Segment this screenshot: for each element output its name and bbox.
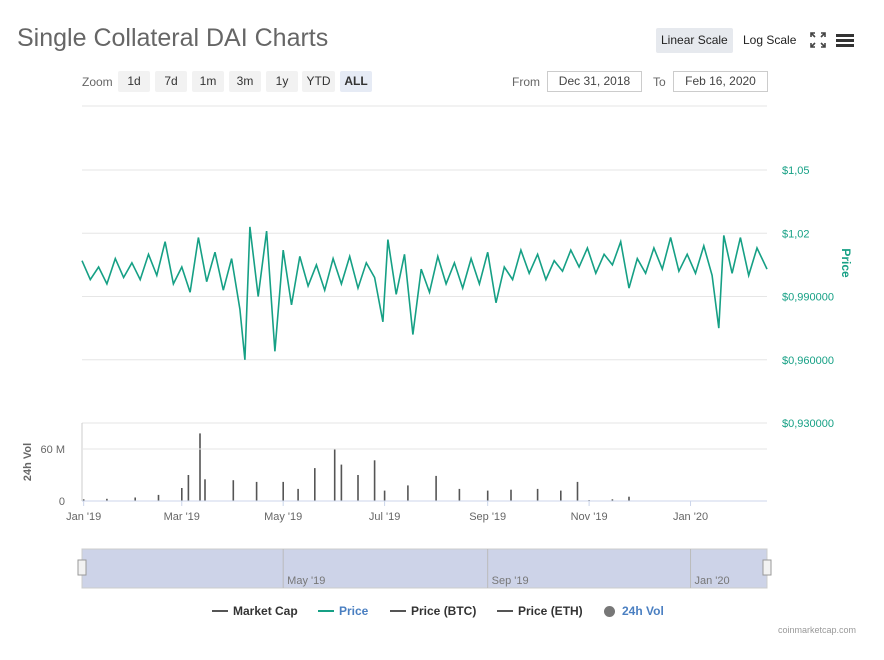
- from-label: From: [512, 75, 540, 89]
- price-tick-label: $0,930000: [782, 418, 834, 430]
- volume-bar: [199, 433, 201, 501]
- zoom-ytd-button[interactable]: YTD: [302, 71, 335, 92]
- x-tick-label: Jan '19: [66, 511, 101, 523]
- x-tick-label: Jul '19: [369, 511, 400, 523]
- volume-bar: [435, 475, 437, 501]
- to-label: To: [653, 75, 666, 89]
- volume-bar: [407, 485, 409, 501]
- volume-bar: [204, 479, 206, 501]
- legend-price-btc-symbol: [390, 610, 406, 612]
- x-tick-label: Sep '19: [469, 511, 506, 523]
- log-scale-button[interactable]: Log Scale: [743, 33, 797, 47]
- navigator-selection[interactable]: [81, 548, 768, 589]
- price-tick-label: $0,990000: [782, 292, 834, 304]
- legend-24h-vol[interactable]: 24h Vol: [604, 604, 664, 618]
- volume-bar: [357, 475, 359, 501]
- navigator-left-handle[interactable]: [77, 559, 87, 576]
- zoom-7d-button[interactable]: 7d: [155, 71, 187, 92]
- from-date-input[interactable]: [547, 71, 642, 92]
- volume-bar: [340, 464, 343, 501]
- credit-link[interactable]: coinmarketcap.com: [777, 625, 856, 635]
- price-gridlines: [82, 105, 767, 424]
- volume-bar: [373, 460, 376, 501]
- navigator-tick-label: Jan '20: [695, 575, 730, 587]
- zoom-1y-button[interactable]: 1y: [266, 71, 298, 92]
- legend-market-cap-symbol: [212, 610, 228, 612]
- legend-24h-vol-label: 24h Vol: [622, 604, 664, 618]
- legend-market-cap-label: Market Cap: [233, 604, 298, 618]
- volume-bar: [134, 497, 136, 501]
- price-series-line: [81, 226, 768, 360]
- to-date-input[interactable]: [673, 71, 768, 92]
- volume-bars: [82, 433, 630, 501]
- legend-market-cap[interactable]: Market Cap: [212, 604, 298, 618]
- x-tick-label: May '19: [264, 511, 302, 523]
- legend-price-btc-label: Price (BTC): [411, 604, 477, 618]
- volume-bar: [383, 490, 386, 501]
- legend-price-eth[interactable]: Price (ETH): [497, 604, 583, 618]
- volume-tick-label: 60 M: [41, 444, 65, 456]
- navigator-tick-label: May '19: [287, 575, 325, 587]
- price-axis: $1,05 $1,02 $0,990000 $0,960000 $0,930000: [782, 165, 834, 430]
- volume-bar: [560, 490, 562, 501]
- volume-bar: [576, 481, 579, 501]
- volume-bar: [181, 488, 183, 501]
- volume-bar: [333, 449, 336, 501]
- zoom-label: Zoom: [82, 75, 113, 89]
- volume-axis-title: 24h Vol: [22, 443, 34, 481]
- legend-price-btc[interactable]: Price (BTC): [390, 604, 476, 618]
- volume-bar: [486, 490, 489, 501]
- volume-bar: [232, 480, 235, 501]
- fullscreen-icon[interactable]: [810, 32, 826, 53]
- zoom-3m-button[interactable]: 3m: [229, 71, 261, 92]
- zoom-1d-button[interactable]: 1d: [118, 71, 150, 92]
- x-tick-label: Nov '19: [571, 511, 608, 523]
- navigator-right-handle[interactable]: [762, 559, 772, 576]
- navigator-tick-label: Sep '19: [492, 575, 529, 587]
- zoom-all-button[interactable]: ALL: [340, 71, 372, 92]
- price-tick-label: $0,960000: [782, 355, 834, 367]
- volume-bar: [255, 481, 258, 501]
- linear-scale-button[interactable]: Linear Scale: [656, 28, 733, 53]
- legend-price-symbol: [318, 610, 334, 612]
- price-tick-label: $1,02: [782, 228, 810, 240]
- legend-24h-vol-symbol: [604, 605, 615, 617]
- volume-axis: 60 M 0: [41, 444, 65, 508]
- volume-bar: [297, 488, 299, 501]
- legend-price-eth-symbol: [497, 610, 513, 612]
- volume-bar: [157, 494, 160, 501]
- volume-bar: [628, 496, 630, 501]
- x-axis: Jan '19 Mar '19 May '19 Jul '19 Sep '19 Nov '…: [66, 501, 708, 523]
- price-tick-label: $1,05: [782, 165, 810, 177]
- volume-bar: [314, 468, 316, 501]
- volume-bar: [536, 488, 539, 501]
- volume-bar: [458, 488, 461, 501]
- zoom-1m-button[interactable]: 1m: [192, 71, 224, 92]
- legend-price-label: Price: [339, 604, 369, 618]
- volume-bar: [82, 499, 85, 501]
- x-tick-label: Jan '20: [673, 511, 708, 523]
- legend-price[interactable]: Price: [318, 604, 368, 618]
- x-tick-label: Mar '19: [164, 511, 200, 523]
- volume-tick-label: 0: [59, 496, 65, 508]
- volume-bar: [282, 481, 284, 501]
- volume-bar: [510, 489, 512, 501]
- legend-price-eth-label: Price (ETH): [518, 604, 583, 618]
- volume-gridlines: [81, 423, 767, 502]
- page-title: Single Collateral DAI Charts: [17, 24, 329, 52]
- volume-bar: [611, 499, 614, 501]
- volume-bar: [106, 498, 108, 501]
- volume-bar: [187, 475, 190, 501]
- navigator: May '19 Sep '19 Jan '20: [77, 548, 772, 589]
- menu-icon[interactable]: [836, 32, 854, 53]
- price-axis-title: Price: [839, 248, 853, 278]
- price-chart[interactable]: $1,05 $1,02 $0,990000 $0,960000 $0,930000 Pr…: [0, 0, 884, 600]
